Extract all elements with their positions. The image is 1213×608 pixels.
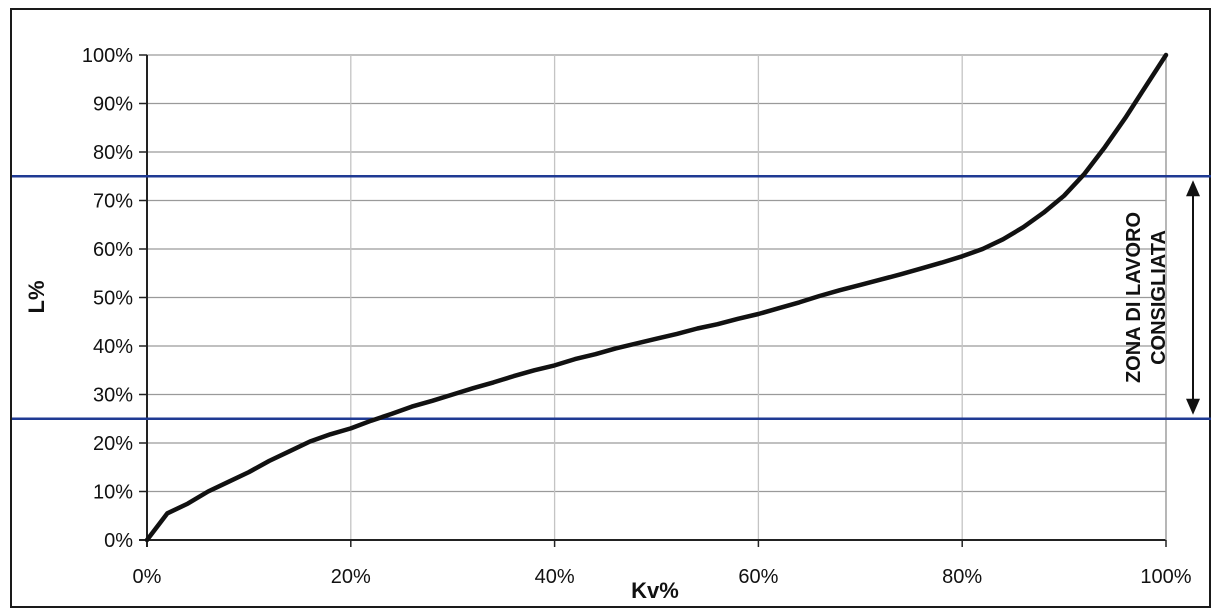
y-tick-label: 40% — [93, 336, 133, 358]
y-tick-label: 0% — [104, 530, 133, 552]
y-tick-label: 10% — [93, 482, 133, 504]
x-tick-label: 0% — [133, 566, 162, 588]
y-tick-label: 20% — [93, 433, 133, 455]
x-tick-label: 80% — [942, 566, 982, 588]
x-axis-title: Kv% — [631, 578, 679, 602]
zone-label-line: ZONA DI LAVORO — [1123, 212, 1145, 383]
x-tick-label: 40% — [535, 566, 575, 588]
zone-annotation: ZONA DI LAVORO CONSIGLIATA — [1123, 180, 1200, 415]
x-tick-label: 20% — [331, 566, 371, 588]
zone-arrow-head-up — [1186, 180, 1200, 197]
y-tick-label: 80% — [93, 142, 133, 164]
y-tick-label: 70% — [93, 191, 133, 213]
reference-lines — [12, 174, 1211, 421]
y-tick-label: 60% — [93, 239, 133, 261]
tick-labels: 0% 10% 20% 30% 40% 50% 60% 70% 80% 90% 100% 0% 20% 40… — [82, 45, 1192, 588]
grid — [139, 54, 1167, 547]
x-tick-label: 100% — [1140, 566, 1191, 588]
y-tick-label: 50% — [93, 288, 133, 310]
y-tick-label: 30% — [93, 385, 133, 407]
zone-arrow-head-down — [1186, 398, 1200, 415]
zone-label-line: CONSIGLIATA — [1148, 230, 1170, 365]
x-tick-label: 60% — [738, 566, 778, 588]
series-line — [144, 52, 1169, 543]
y-tick-label: 90% — [93, 94, 133, 116]
series-layer — [144, 52, 1169, 543]
y-tick-label: 100% — [82, 45, 133, 67]
y-axis-title: L% — [24, 281, 49, 314]
